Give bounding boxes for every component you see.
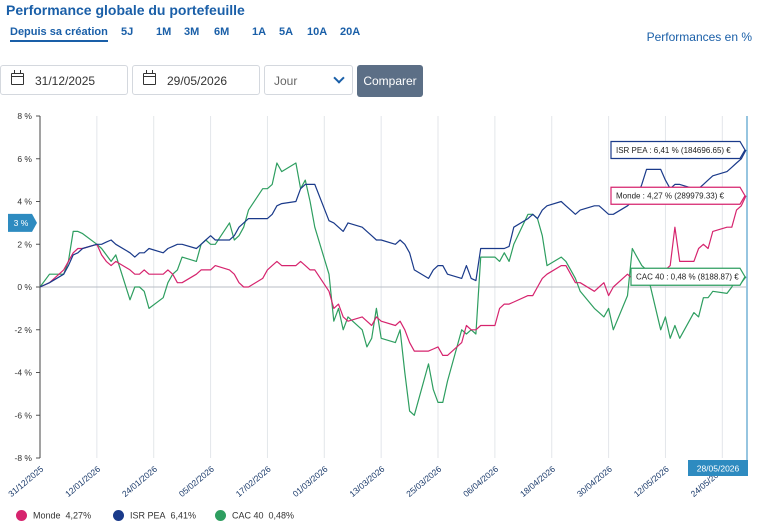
y-marker-box [8, 213, 37, 232]
x-tick-label: 30/04/2026 [575, 464, 614, 499]
tooltip-text: Monde : 4,27 % (289979.33) € [616, 192, 725, 201]
tooltip-text: CAC 40 : 0,48 % (8188.87) € [636, 273, 739, 282]
x-tick-label: 12/05/2026 [632, 464, 671, 499]
y-tick-label: 2 % [17, 239, 32, 249]
range-10y[interactable]: 10A [307, 26, 328, 38]
y-marker-text: 3 % [14, 218, 29, 228]
isr-pea-series-line [39, 149, 747, 288]
y-tick-label: -8 % [15, 453, 33, 463]
calendar-icon [11, 70, 24, 85]
x-tick-label: 17/02/2026 [234, 464, 273, 499]
x-tick-label: 31/12/2025 [6, 464, 45, 499]
legend-value: 0,48% [268, 510, 295, 521]
x-tick-label: 25/03/2026 [404, 464, 443, 499]
legend-value: 4,27% [65, 510, 92, 521]
x-tick-label: 06/04/2026 [461, 464, 500, 499]
legend-dot [16, 510, 27, 522]
start-date-value: 31/12/2025 [35, 74, 96, 88]
start-date-field[interactable]: 31/12/2025 [0, 65, 128, 95]
legend-name: Monde [33, 510, 61, 521]
isr-pea-tooltip: ISR PEA : 6,41 % (184696.65) € [610, 140, 746, 160]
x-tick-label: 05/02/2026 [177, 464, 216, 499]
x-tick-label: 13/03/2026 [347, 464, 386, 499]
y-tick-label: 0 % [17, 282, 32, 292]
tooltip-box [610, 140, 746, 160]
range-1m[interactable]: 1M [156, 26, 172, 38]
legend-name: CAC 40 [232, 510, 264, 521]
legend-item-isr-pea[interactable]: ISR PEA 6,41% [113, 510, 197, 522]
y-hover-marker: 3 % [8, 213, 37, 232]
cac-40-series-line [39, 162, 747, 416]
y-tick-label: -6 % [15, 410, 33, 420]
range-3m[interactable]: 3M [184, 26, 200, 38]
tooltip-box [630, 267, 746, 286]
monde-tooltip: Monde : 4,27 % (289979.33) € [610, 186, 746, 205]
x-marker-text: 28/05/2026 [697, 464, 740, 474]
legend-name: ISR PEA [130, 510, 166, 521]
legend-item-monde[interactable]: Monde 4,27% [16, 510, 92, 522]
range-20y[interactable]: 20A [340, 26, 361, 38]
period-select-value: Jour [274, 74, 298, 88]
cac-40-tooltip: CAC 40 : 0,48 % (8188.87) € [630, 267, 746, 286]
end-date-field[interactable]: 29/05/2026 [132, 65, 260, 95]
x-marker-box [688, 460, 748, 476]
x-tick-label: 18/04/2026 [518, 464, 557, 499]
calendar-icon [143, 70, 156, 85]
y-tick-label: -2 % [15, 325, 33, 335]
range-5y[interactable]: 5A [279, 26, 294, 38]
y-tick-label: -4 % [15, 368, 33, 378]
x-tick-label: 01/03/2026 [291, 464, 330, 499]
legend-dot [113, 510, 124, 522]
legend-value: 6,41% [170, 510, 197, 521]
range-since-creation[interactable]: Depuis sa création [10, 26, 108, 42]
page-title: Performance globale du portefeuille [6, 2, 245, 18]
end-date-value: 29/05/2026 [167, 74, 228, 88]
x-tick-label: 24/01/2026 [120, 464, 159, 499]
y-tick-label: 8 % [17, 111, 32, 121]
range-6m[interactable]: 6M [214, 26, 230, 38]
legend-dot [215, 510, 226, 522]
x-tick-label: 12/01/2026 [63, 464, 102, 499]
y-tick-label: 6 % [17, 154, 32, 164]
range-5d[interactable]: 5J [121, 26, 134, 38]
legend-item-cac-40[interactable]: CAC 40 0,48% [215, 510, 295, 522]
y-tick-label: 4 % [17, 197, 32, 207]
compare-button[interactable]: Comparer [357, 65, 423, 97]
performance-chart: 31/12/2025 12/01/2026 24/01/2026 05/02/2026… [6, 111, 748, 499]
tooltip-box [610, 186, 746, 205]
performance-unit-label: Performances en % [646, 30, 752, 44]
range-1y[interactable]: 1A [252, 26, 267, 38]
x-hover-marker: 28/05/2026 [688, 460, 748, 476]
tooltip-text: ISR PEA : 6,41 % (184696.65) € [616, 146, 731, 155]
period-select[interactable]: Jour [264, 65, 353, 95]
